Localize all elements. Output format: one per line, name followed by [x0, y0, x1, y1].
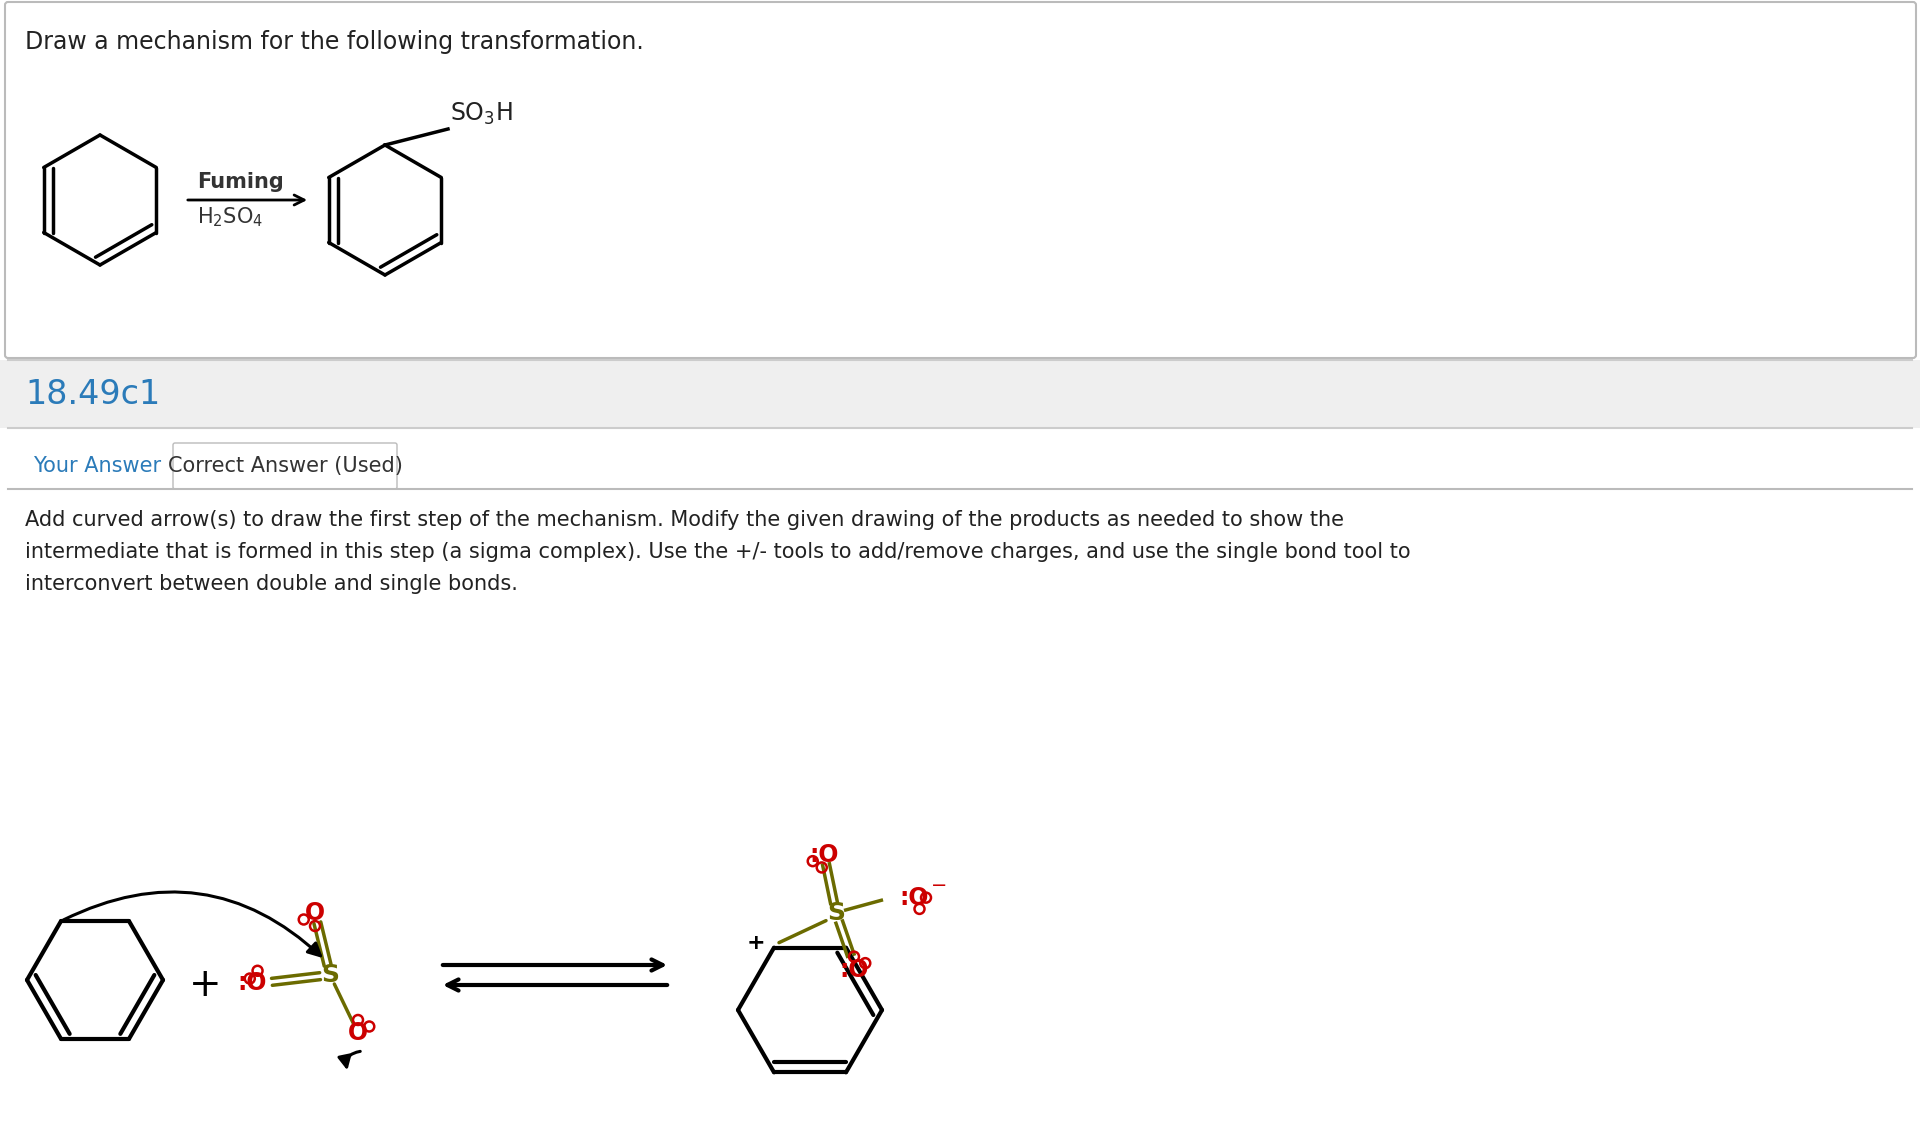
Text: S: S: [828, 901, 845, 924]
Text: O: O: [348, 1021, 369, 1045]
Bar: [0, 360, 1920, 428]
Text: 18.49c1: 18.49c1: [25, 377, 159, 411]
Text: +: +: [747, 932, 766, 953]
FancyArrowPatch shape: [340, 1052, 361, 1067]
Text: intermediate that is formed in this step (a sigma complex). Use the +/- tools to: intermediate that is formed in this step…: [25, 542, 1411, 562]
Text: :O: :O: [238, 971, 267, 995]
Text: O: O: [305, 901, 324, 924]
FancyArrowPatch shape: [63, 892, 321, 956]
Text: Add curved arrow(s) to draw the first step of the mechanism. Modify the given dr: Add curved arrow(s) to draw the first st…: [25, 510, 1344, 530]
FancyBboxPatch shape: [6, 2, 1916, 358]
Text: :O: :O: [899, 886, 929, 910]
Text: :O: :O: [808, 842, 839, 867]
FancyBboxPatch shape: [173, 443, 397, 489]
Text: S: S: [321, 963, 340, 988]
Text: Fuming: Fuming: [198, 172, 284, 193]
Text: Correct Answer (Used): Correct Answer (Used): [167, 456, 403, 476]
Text: −: −: [931, 876, 947, 895]
Text: :O: :O: [839, 957, 868, 982]
Text: +: +: [188, 966, 221, 1004]
Text: H$_2$SO$_4$: H$_2$SO$_4$: [198, 205, 263, 229]
Text: interconvert between double and single bonds.: interconvert between double and single b…: [25, 574, 518, 595]
Text: Draw a mechanism for the following transformation.: Draw a mechanism for the following trans…: [25, 30, 643, 54]
Text: Your Answer: Your Answer: [33, 456, 161, 476]
Text: SO$_3$H: SO$_3$H: [449, 101, 513, 127]
